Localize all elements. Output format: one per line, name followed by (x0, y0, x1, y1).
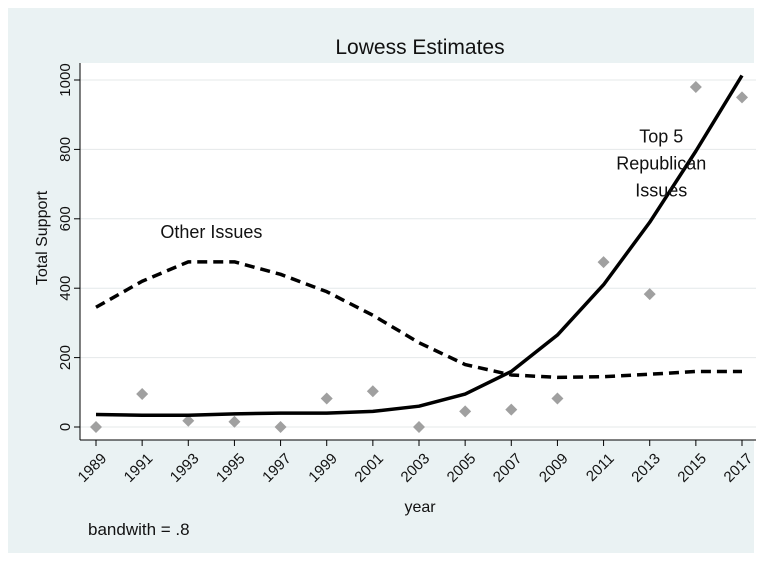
x-tick-label: 2013 (628, 450, 664, 486)
gridlines (80, 79, 756, 428)
x-tick-label: 2015 (674, 450, 710, 486)
annotation-text: Issues (635, 180, 687, 200)
scatter-point (136, 388, 149, 401)
bandwidth-note: bandwith = .8 (88, 520, 190, 539)
annotation-text: Republican (616, 153, 706, 173)
x-tick-label: 2005 (444, 450, 480, 486)
scatter-point (228, 415, 241, 428)
scatter-point (274, 421, 287, 433)
scatter-point (413, 421, 425, 433)
scatter-point (182, 414, 195, 427)
annotations: Other Issues Top 5 Republican Issues (160, 126, 706, 241)
y-tick-label: 200 (57, 345, 74, 370)
x-tick-label: 2003 (398, 450, 434, 486)
scatter-point (689, 80, 702, 93)
scatter-point (643, 288, 656, 301)
x-tick-label: 2001 (351, 450, 387, 486)
scatter-point (597, 256, 610, 269)
x-axis-label: year (404, 499, 436, 516)
data-marks (90, 74, 748, 433)
scatter-point (736, 91, 748, 104)
y-tick-label: 400 (57, 276, 74, 301)
annotation-text: Top 5 (639, 126, 683, 146)
scatter-point (459, 405, 472, 418)
y-tick-label: 0 (57, 423, 74, 431)
annotation-text: Other Issues (160, 222, 262, 242)
scatter-point (505, 403, 518, 416)
scatter-point (366, 385, 379, 398)
axes (74, 63, 756, 446)
plot-area (80, 63, 756, 440)
x-tick-label: 2009 (536, 450, 572, 486)
x-tick-label: 1997 (259, 450, 295, 486)
chart-title: Lowess Estimates (335, 36, 504, 59)
x-tick-label: 1993 (167, 450, 203, 486)
top5-republican-line (95, 74, 744, 417)
x-tick-label: 1991 (121, 450, 157, 486)
scatter-point (320, 392, 333, 405)
scatter-point (551, 392, 564, 405)
other-issues-line (95, 260, 742, 380)
x-tick-label: 1989 (75, 450, 111, 486)
x-tick-label: 1999 (305, 450, 341, 486)
x-tick-label: 2007 (490, 450, 526, 486)
x-tick-label: 1995 (213, 450, 249, 486)
y-axis-label: Total Support (34, 190, 51, 285)
scatter-point (90, 421, 102, 433)
y-tick-label: 800 (57, 137, 74, 162)
x-tick-label: 2011 (583, 450, 618, 485)
y-tick-label: 600 (57, 206, 74, 231)
x-tick-label: 2017 (721, 450, 757, 486)
y-tick-label: 1000 (57, 63, 74, 96)
